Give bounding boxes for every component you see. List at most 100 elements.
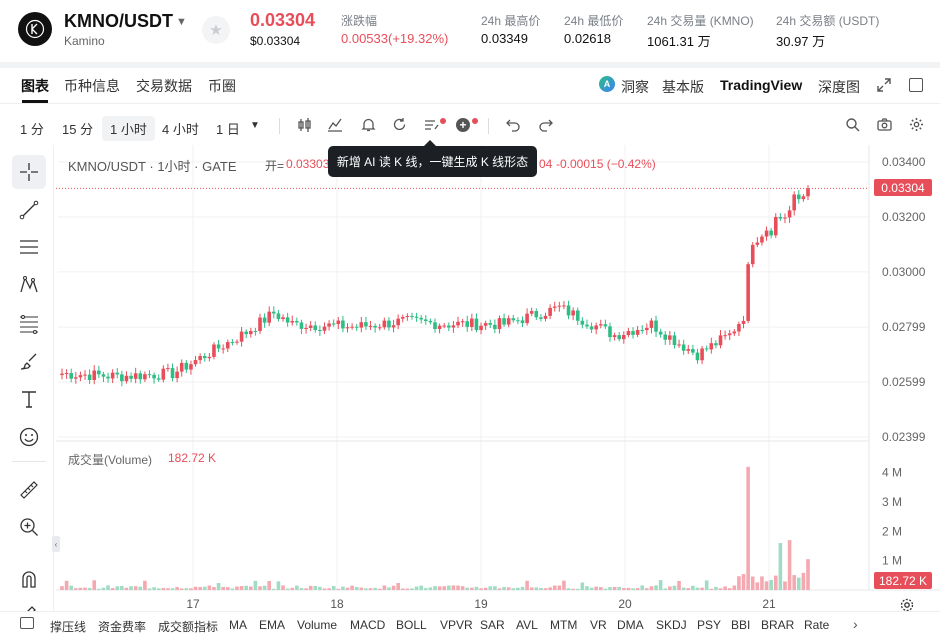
indicators-next-icon[interactable]: › — [853, 616, 858, 632]
indicator-dma[interactable]: DMA — [617, 618, 644, 632]
emoji-tool-icon[interactable] — [12, 420, 46, 454]
indicator-mtm[interactable]: MTM — [550, 618, 578, 632]
indicator-rate[interactable]: Rate — [804, 618, 830, 632]
volume-bar — [727, 588, 732, 590]
tab-chart[interactable]: 图表 — [21, 78, 49, 94]
collapse-toolbar-icon[interactable]: ‹ — [52, 536, 60, 552]
volume-bar — [313, 586, 318, 590]
indicator-bbi[interactable]: BBI — [731, 618, 751, 632]
replay-icon[interactable] — [392, 117, 407, 135]
favorite-star-icon[interactable]: ★ — [202, 16, 230, 44]
window-icon[interactable] — [909, 78, 923, 92]
candlestick-chart[interactable]: 0.03400 0.03200 0.03000 0.02799 0.02599 0.023… — [56, 145, 940, 625]
indicator-brar[interactable]: BRAR — [761, 618, 795, 632]
pair-dropdown-icon[interactable]: ▼ — [176, 16, 187, 28]
volume-bar — [69, 585, 74, 590]
pair-name[interactable]: KMNO/USDT — [64, 11, 173, 31]
volume-bar — [216, 583, 221, 590]
stat-value-low: 0.02618 — [564, 31, 611, 46]
fibonacci-tool-icon[interactable] — [12, 306, 46, 340]
horizontal-lines-tool-icon[interactable] — [12, 230, 46, 264]
magnet-tool-icon[interactable] — [12, 562, 46, 596]
indicator-ema[interactable]: EMA — [259, 618, 286, 632]
volume-bar — [525, 580, 529, 590]
candle-body — [520, 320, 525, 324]
candle-body — [764, 230, 769, 237]
volume-bar — [465, 587, 470, 590]
indicator-sar[interactable]: SAR — [480, 618, 505, 632]
indicator-boll[interactable]: BOLL — [396, 618, 427, 632]
ruler-tool-icon[interactable] — [12, 473, 46, 507]
crosshair-tool-icon[interactable] — [12, 155, 46, 189]
volume-bar — [681, 587, 686, 590]
candle-body — [437, 325, 442, 330]
tab-trade-data[interactable]: 交易数据 — [136, 78, 192, 94]
indicator-ma[interactable]: MA — [229, 618, 247, 632]
redo-icon[interactable] — [538, 117, 553, 135]
project-name: Kamino — [64, 34, 105, 48]
interval-1h[interactable]: 1 小时 — [102, 116, 155, 141]
camera-icon[interactable] — [877, 117, 892, 135]
indicator-撑压线[interactable]: 撑压线 — [50, 620, 87, 634]
volume-bar — [562, 580, 566, 590]
candle-body — [622, 334, 626, 340]
interval-dropdown-icon[interactable]: ▼ — [250, 120, 260, 131]
insight-button[interactable]: 洞察 — [621, 79, 649, 95]
zoom-in-tool-icon[interactable] — [12, 510, 46, 544]
candle-body — [290, 320, 295, 323]
indicators-icon[interactable] — [327, 117, 343, 136]
interval-4h[interactable]: 4 小时 — [162, 122, 199, 137]
settings-gear-icon[interactable] — [909, 117, 924, 135]
volume-bar — [60, 586, 64, 590]
candle-body — [129, 375, 133, 379]
insight-icon[interactable]: A — [599, 76, 615, 92]
volume-bar — [649, 586, 654, 590]
indicator-skdj[interactable]: SKDJ — [656, 618, 687, 632]
tradingview-button[interactable]: TradingView — [720, 77, 803, 93]
interval-1m[interactable]: 1 分 — [20, 122, 44, 137]
alert-icon[interactable] — [361, 117, 376, 135]
text-tool-icon[interactable] — [12, 382, 46, 416]
indicator-avl[interactable]: AVL — [516, 618, 538, 632]
brush-tool-icon[interactable] — [12, 344, 46, 378]
indicator-lock-icon[interactable] — [20, 617, 34, 629]
candle-body — [465, 321, 470, 327]
candle-body — [295, 320, 299, 323]
toolbar-divider — [279, 118, 280, 134]
volume-bar — [474, 586, 479, 590]
indicator-资金费率[interactable]: 资金费率 — [98, 620, 147, 634]
candle-type-icon[interactable] — [297, 117, 313, 136]
time-axis-label: 21 — [762, 597, 776, 611]
volume-bar — [387, 587, 391, 590]
undo-icon[interactable] — [506, 117, 521, 135]
candle-body — [714, 343, 718, 346]
trend-line-tool-icon[interactable] — [12, 193, 46, 227]
volume-bar — [557, 585, 562, 590]
tab-coin-info[interactable]: 币种信息 — [64, 78, 120, 94]
candle-body — [253, 330, 258, 332]
volume-bar — [764, 581, 769, 590]
indicator-volume[interactable]: Volume — [297, 618, 338, 632]
candle-body — [322, 326, 327, 331]
ai-pattern-icon[interactable] — [424, 117, 439, 135]
indicator-macd[interactable]: MACD — [350, 618, 386, 632]
candle-body — [175, 371, 179, 379]
search-icon[interactable] — [845, 117, 860, 135]
indicator-psy[interactable]: PSY — [697, 618, 722, 632]
pattern-tool-icon[interactable] — [12, 268, 46, 302]
indicator-vpvr[interactable]: VPVR — [440, 618, 473, 632]
candle-body — [470, 318, 474, 327]
depth-chart-button[interactable]: 深度图 — [818, 79, 860, 95]
expand-icon[interactable] — [877, 78, 891, 95]
volume-bar — [258, 586, 262, 590]
indicator-成交额指标[interactable]: 成交额指标 — [158, 620, 219, 634]
basic-view-button[interactable]: 基本版 — [662, 79, 704, 95]
interval-15m[interactable]: 15 分 — [62, 122, 94, 137]
indicator-vr[interactable]: VR — [590, 618, 607, 632]
tab-community[interactable]: 币圈 — [208, 78, 236, 94]
interval-1d[interactable]: 1 日 — [216, 122, 240, 137]
add-icon[interactable]: + — [456, 118, 470, 132]
volume-bar — [769, 580, 773, 590]
axis-settings-icon[interactable] — [899, 597, 915, 618]
candle-body — [101, 374, 106, 377]
